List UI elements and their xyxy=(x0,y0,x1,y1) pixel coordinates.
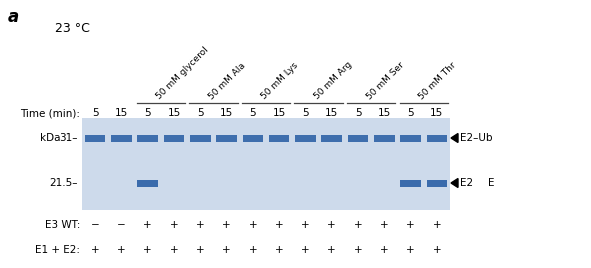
Text: +: + xyxy=(117,245,126,255)
Text: 23 °C: 23 °C xyxy=(55,22,90,35)
Text: +: + xyxy=(91,245,99,255)
Text: +: + xyxy=(406,245,415,255)
Bar xyxy=(190,135,210,142)
Bar xyxy=(216,135,237,142)
Text: 5: 5 xyxy=(144,108,151,118)
Text: +: + xyxy=(433,220,441,230)
Text: +: + xyxy=(301,220,310,230)
Bar xyxy=(111,135,132,142)
Bar xyxy=(295,135,316,142)
Text: +: + xyxy=(170,220,178,230)
Text: 31–: 31– xyxy=(60,133,78,143)
Text: +: + xyxy=(275,245,284,255)
Text: −: − xyxy=(117,220,126,230)
Text: +: + xyxy=(249,220,257,230)
Bar xyxy=(138,180,158,187)
Text: 15: 15 xyxy=(325,108,338,118)
Text: 5: 5 xyxy=(249,108,256,118)
Text: +: + xyxy=(327,245,336,255)
Text: +: + xyxy=(222,220,231,230)
Text: 15: 15 xyxy=(167,108,181,118)
Bar xyxy=(400,135,421,142)
Text: 50 mM Thr: 50 mM Thr xyxy=(417,60,458,101)
Text: +: + xyxy=(327,220,336,230)
Text: 50 mM glycerol: 50 mM glycerol xyxy=(154,45,210,101)
Text: Time (min):: Time (min): xyxy=(20,108,80,118)
Bar xyxy=(400,180,421,187)
Text: 50 mM Arg: 50 mM Arg xyxy=(312,60,353,101)
Text: E2: E2 xyxy=(460,178,473,188)
Text: +: + xyxy=(170,245,178,255)
Text: 15: 15 xyxy=(115,108,128,118)
Text: +: + xyxy=(353,245,362,255)
Text: 5: 5 xyxy=(355,108,361,118)
Text: +: + xyxy=(406,220,415,230)
Bar xyxy=(348,135,368,142)
Text: 15: 15 xyxy=(272,108,286,118)
Text: −: − xyxy=(91,220,99,230)
Bar xyxy=(269,135,290,142)
Text: +: + xyxy=(144,220,152,230)
Text: 15: 15 xyxy=(378,108,391,118)
Text: 50 mM Ser: 50 mM Ser xyxy=(365,60,405,101)
Text: +: + xyxy=(249,245,257,255)
Text: kDa: kDa xyxy=(40,133,60,143)
Bar xyxy=(243,135,263,142)
Text: a: a xyxy=(8,8,20,26)
Text: 21.5–: 21.5– xyxy=(50,178,78,188)
Text: +: + xyxy=(144,245,152,255)
Text: 5: 5 xyxy=(407,108,414,118)
Bar xyxy=(374,135,395,142)
Bar xyxy=(427,180,447,187)
Bar xyxy=(164,135,184,142)
Text: E1 + E2:: E1 + E2: xyxy=(35,245,80,255)
Bar xyxy=(427,135,447,142)
Polygon shape xyxy=(451,133,458,143)
Text: 5: 5 xyxy=(302,108,309,118)
Text: +: + xyxy=(301,245,310,255)
Text: +: + xyxy=(196,220,204,230)
Text: +: + xyxy=(353,220,362,230)
Bar xyxy=(82,118,450,210)
Bar xyxy=(138,135,158,142)
Text: 50 mM Ala: 50 mM Ala xyxy=(207,61,248,101)
Bar xyxy=(322,135,342,142)
Text: E2–Ub: E2–Ub xyxy=(460,133,492,143)
Text: +: + xyxy=(222,245,231,255)
Polygon shape xyxy=(451,178,458,188)
Text: 5: 5 xyxy=(92,108,99,118)
Text: 15: 15 xyxy=(430,108,443,118)
Text: 5: 5 xyxy=(197,108,203,118)
Text: E: E xyxy=(488,178,495,188)
Text: 50 mM Lys: 50 mM Lys xyxy=(259,61,300,101)
Bar xyxy=(85,135,105,142)
Text: +: + xyxy=(433,245,441,255)
Text: +: + xyxy=(275,220,284,230)
Text: +: + xyxy=(380,245,389,255)
Text: +: + xyxy=(196,245,204,255)
Text: 15: 15 xyxy=(220,108,233,118)
Text: +: + xyxy=(380,220,389,230)
Text: E3 WT:: E3 WT: xyxy=(45,220,80,230)
